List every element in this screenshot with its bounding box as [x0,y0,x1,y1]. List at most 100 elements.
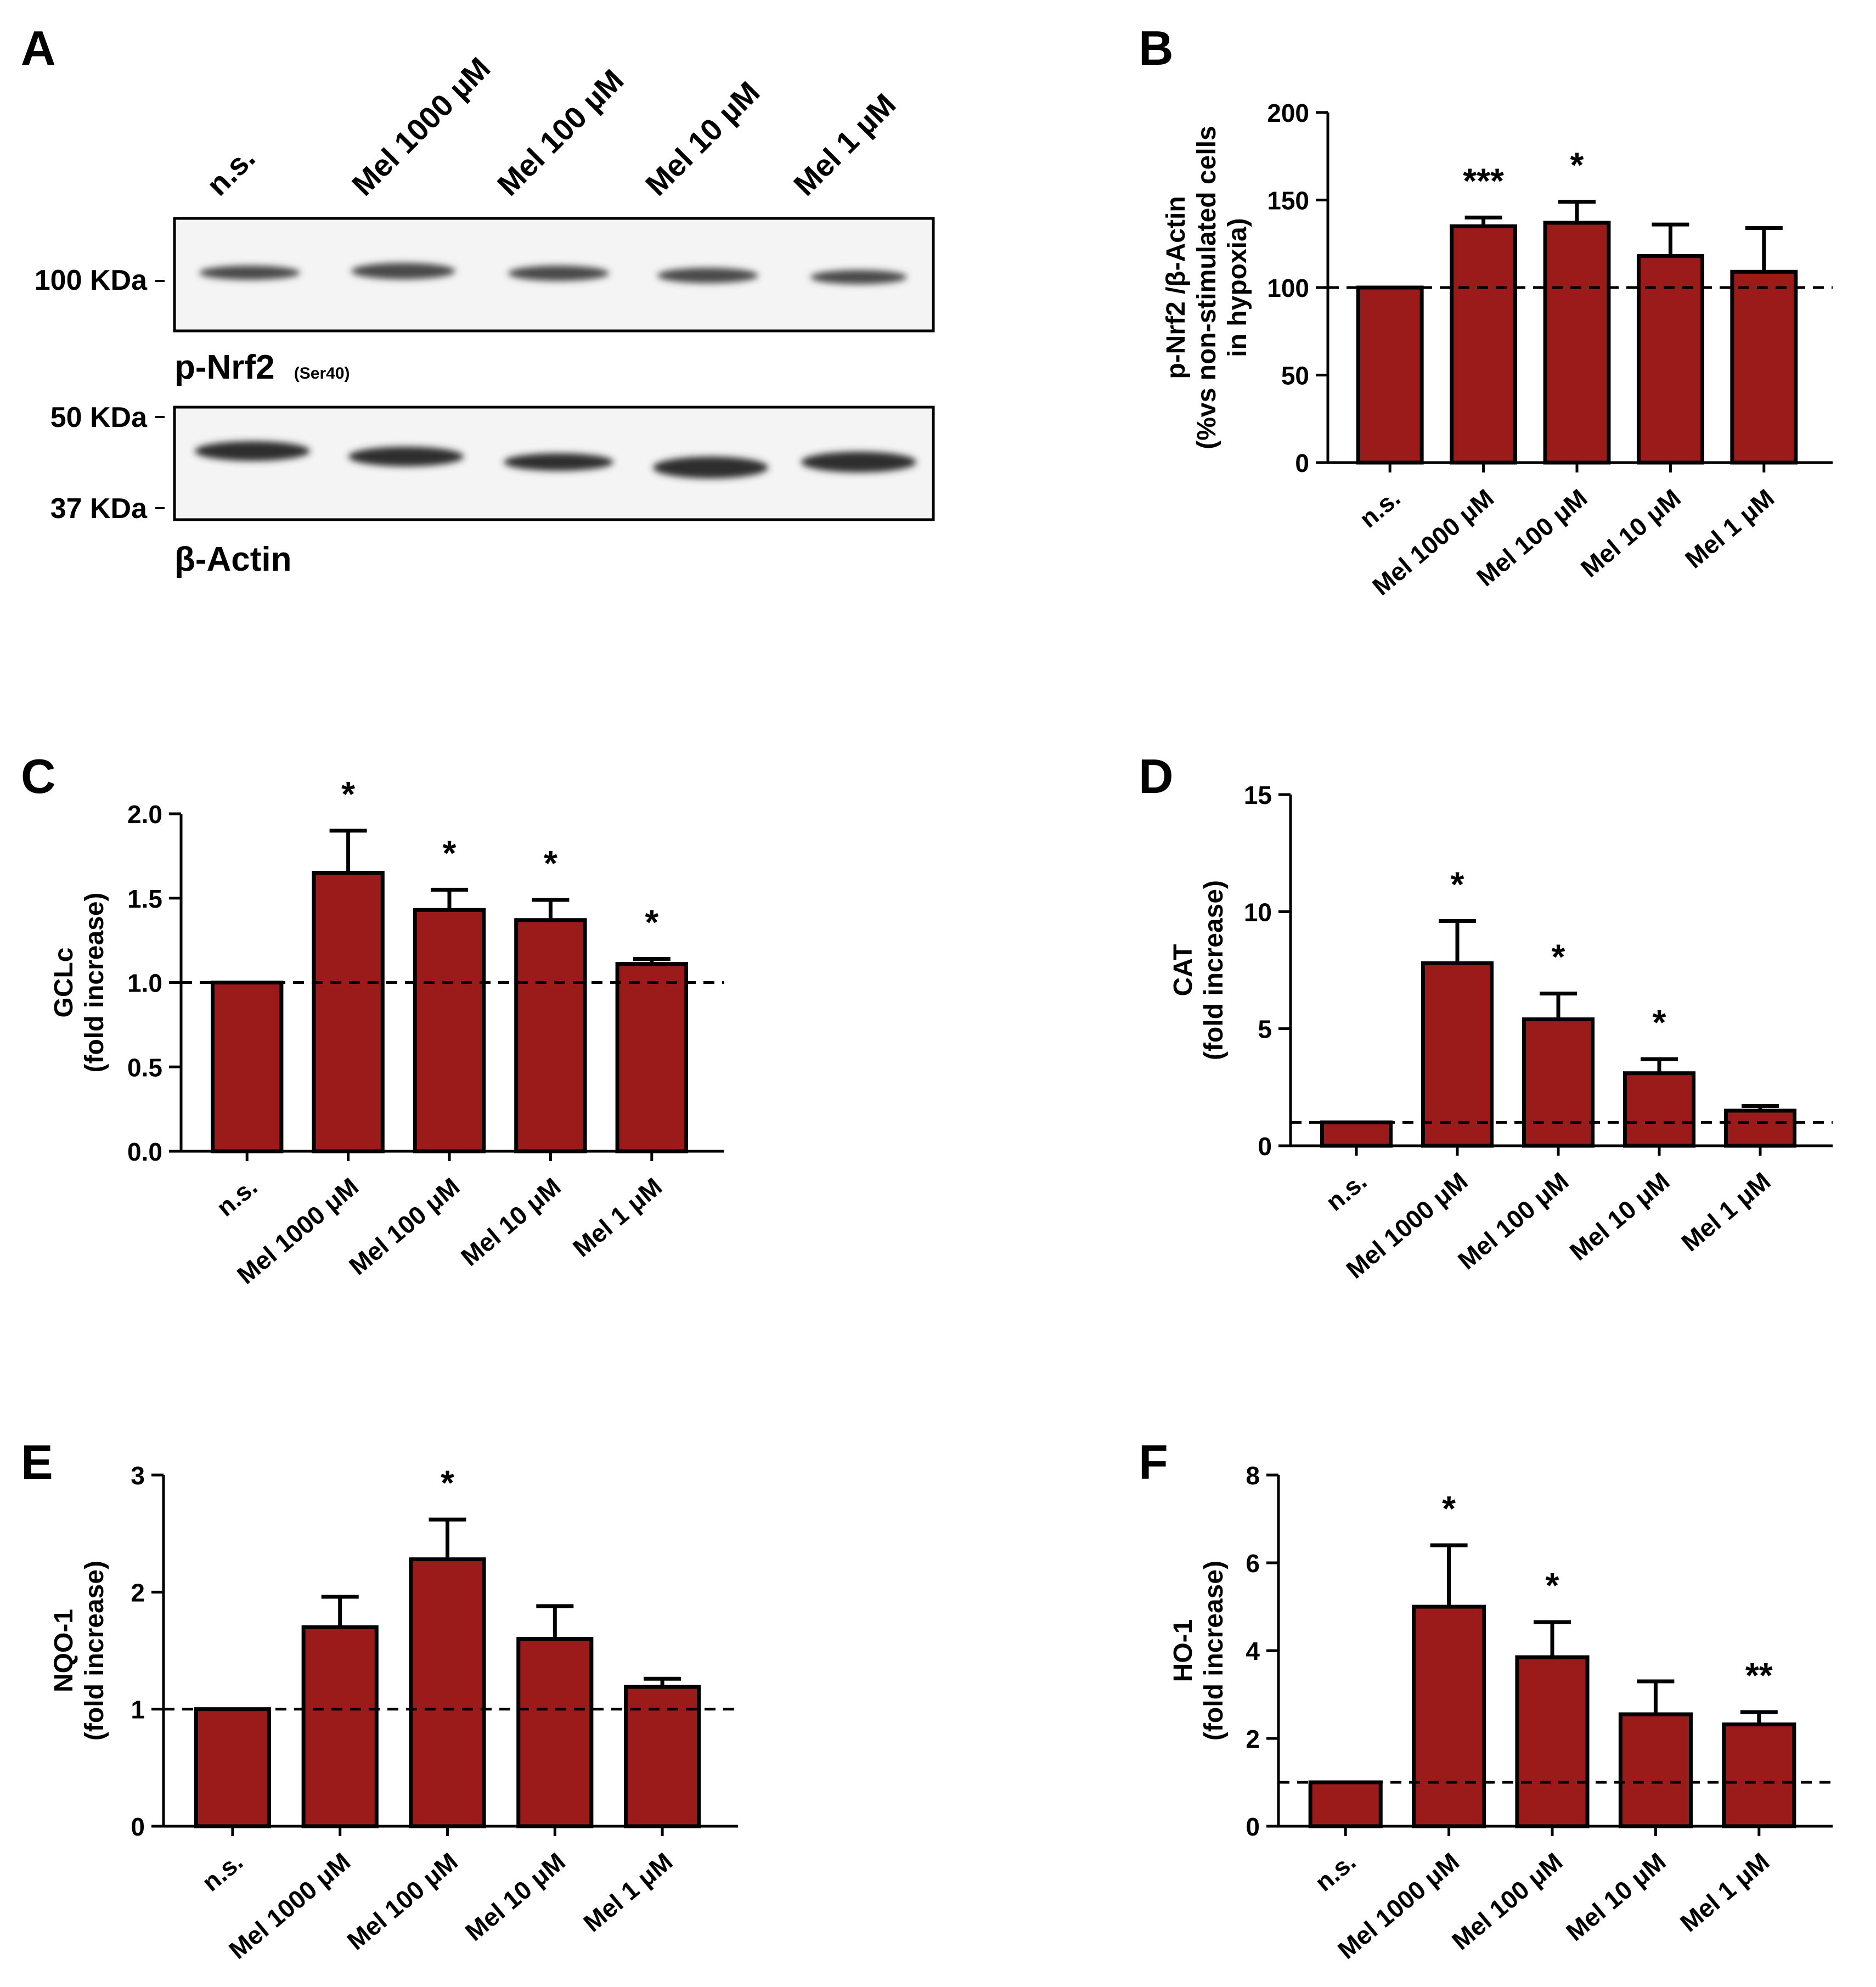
y-tick-label: 2.0 [127,800,162,829]
band [348,447,464,466]
y-tick-label: 100 [1267,274,1309,302]
y-tick-label: 10 [1244,898,1272,926]
bar [211,981,284,1153]
bar [615,962,688,1153]
significance-label: * [1451,864,1464,904]
y-tick-label: 150 [1267,187,1309,215]
bar [514,918,587,1153]
lane-label: Mel 1000 µM [345,50,497,202]
y-tick-label: 6 [1246,1549,1260,1578]
x-tick-label: Mel 1 μM [1675,1847,1774,1938]
bar [1421,961,1494,1148]
marker-100kda: 100 KDa [35,264,148,296]
x-tick-label: Mel 1 μM [578,1847,678,1938]
y-axis-label: in hypoxia) [1223,218,1252,357]
significance-label: *** [1463,161,1504,200]
bar [1730,269,1798,465]
y-tick-label: 50 [1281,362,1309,390]
significance-label: ** [1745,1656,1773,1695]
y-tick-label: 2 [131,1578,145,1607]
x-tick-label: n.s. [196,1847,248,1897]
y-tick-label: 15 [1244,781,1272,809]
bar [1722,1722,1796,1828]
y-tick-label: 0.5 [127,1053,162,1082]
bar [301,1625,379,1828]
bar [312,871,385,1153]
x-tick-label: Mel 100 μM [341,1847,463,1956]
x-tick-label: Mel 1 μM [1680,483,1779,574]
y-axis-label: p-Nrf2 /β-Actin [1162,196,1191,379]
lane-label: Mel 1 µM [787,87,902,202]
significance-label: * [645,902,658,942]
x-tick-label: n.s. [1309,1847,1361,1897]
y-tick-label: 1.5 [127,885,162,913]
panel-a: A n.s. Mel 1000 µM Mel 100 µM Mel 10 µM … [21,21,935,578]
y-axis-label: (%vs non-stimulated cells [1192,126,1221,449]
bar [194,1707,271,1828]
lane-label: Mel 100 µM [491,63,630,202]
band [195,441,310,461]
y-tick-label: 3 [131,1461,145,1490]
bar [409,1557,486,1828]
y-tick-label: 2 [1246,1725,1260,1753]
x-tick-label: Mel 10 μM [1575,483,1686,583]
significance-label: * [341,774,355,814]
bar [1356,285,1424,465]
y-tick-label: 4 [1246,1637,1260,1665]
x-tick-label: Mel 100 μM [1452,1167,1574,1275]
x-tick-label: Mel 10 μM [1564,1167,1675,1266]
significance-label: * [1552,937,1565,977]
bar [1723,1108,1797,1148]
band [810,270,907,284]
panel-a-letter: A [21,21,56,75]
marker-37kda: 37 KDa [50,493,148,525]
band [657,268,758,283]
panel-b-chart: Bp-Nrf2 /β-Actin (%vs non-stimulated cell… [1139,21,1833,601]
significance-label: * [1546,1566,1559,1605]
panel-letter: C [21,749,56,803]
lane-label: n.s. [200,140,262,202]
significance-label: * [1442,1489,1456,1528]
band [801,452,916,472]
y-axis-label: (fold increase) [1199,880,1229,1060]
y-axis-label: GCLc [49,947,78,1017]
marker-50kda: 50 KDa [50,402,148,434]
x-tick-label: Mel 10 μM [460,1847,571,1946]
bar [1543,221,1611,465]
y-axis-label: (fold increase) [1199,1561,1229,1741]
band [351,263,455,279]
panel-letter: E [21,1435,53,1489]
y-tick-label: 8 [1246,1461,1260,1490]
blot-actin-label: β-Actin [174,541,292,578]
x-tick-label: Mel 100 μM [1446,1847,1568,1956]
x-tick-label: Mel 1 μM [1676,1167,1776,1257]
significance-label: * [544,843,557,883]
y-axis-label: (fold increase) [80,1561,109,1741]
panel-c-chart: C GCLc (fold increase) 0.0 0.5 1.0 1.5 2.0 n.s. *… [21,749,724,1290]
band [199,266,300,280]
bar [516,1637,594,1828]
bar [1320,1120,1393,1148]
bar [1450,224,1518,465]
y-axis-label: NQO-1 [49,1609,78,1692]
bar [1618,1712,1693,1828]
y-tick-label: 1 [131,1696,145,1724]
panel-letter: F [1139,1435,1168,1489]
y-tick-label: 5 [1258,1015,1272,1044]
x-tick-label: n.s. [1320,1167,1372,1217]
y-axis-label: HO-1 [1169,1619,1198,1682]
blot-actin-bands [195,441,916,479]
bar [413,908,486,1153]
y-tick-label: 0.0 [127,1138,162,1166]
panel-letter: B [1139,21,1174,75]
bar [1412,1605,1486,1828]
x-tick-label: Mel 100 μM [343,1172,465,1281]
lane-label: Mel 10 µM [639,75,766,202]
x-tick-label: n.s. [1354,483,1405,533]
bar [1308,1780,1383,1828]
x-tick-label: Mel 1 μM [567,1172,667,1263]
